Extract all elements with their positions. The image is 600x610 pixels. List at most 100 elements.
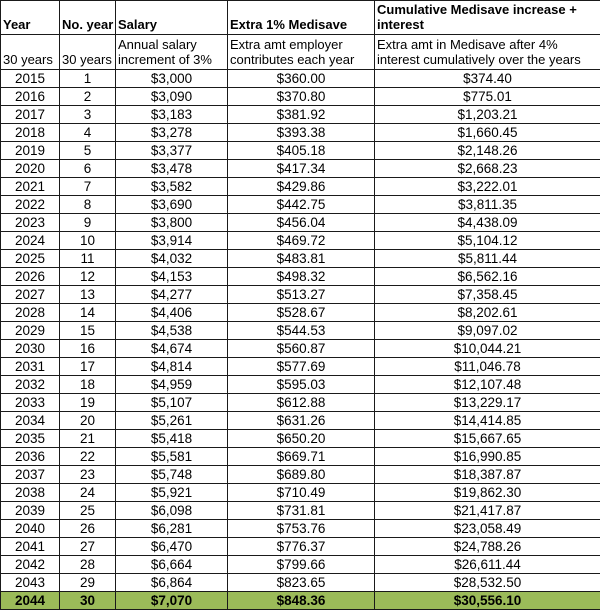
- cell-extra-medisave[interactable]: $560.87: [228, 340, 375, 358]
- cell-no-year[interactable]: 15: [60, 322, 116, 340]
- cell-cumulative-medisave[interactable]: $23,058.49: [375, 520, 600, 538]
- cell-year[interactable]: 2028: [1, 304, 60, 322]
- cell-cumulative-medisave[interactable]: $21,417.87: [375, 502, 600, 520]
- cell-no-year[interactable]: 25: [60, 502, 116, 520]
- cell-year[interactable]: 2036: [1, 448, 60, 466]
- cell-no-year[interactable]: 29: [60, 574, 116, 592]
- cell-no-year[interactable]: 28: [60, 556, 116, 574]
- cell-year[interactable]: 2022: [1, 196, 60, 214]
- cell-salary[interactable]: $6,664: [116, 556, 228, 574]
- cell-year[interactable]: 2035: [1, 430, 60, 448]
- subheader-cumulative-medisave[interactable]: Extra amt in Medisave after 4% interest …: [375, 35, 600, 70]
- cell-extra-medisave[interactable]: $417.34: [228, 160, 375, 178]
- cell-extra-medisave[interactable]: $469.72: [228, 232, 375, 250]
- cell-no-year[interactable]: 17: [60, 358, 116, 376]
- cell-no-year[interactable]: 1: [60, 70, 116, 88]
- cell-cumulative-medisave[interactable]: $19,862.30: [375, 484, 600, 502]
- cell-no-year[interactable]: 18: [60, 376, 116, 394]
- cell-cumulative-medisave[interactable]: $2,668.23: [375, 160, 600, 178]
- cell-year[interactable]: 2015: [1, 70, 60, 88]
- column-header-year[interactable]: Year: [1, 1, 60, 35]
- cell-extra-medisave[interactable]: $631.26: [228, 412, 375, 430]
- cell-salary[interactable]: $5,581: [116, 448, 228, 466]
- subheader-no-year[interactable]: 30 years: [60, 35, 116, 70]
- cell-cumulative-medisave[interactable]: $18,387.87: [375, 466, 600, 484]
- cell-cumulative-medisave[interactable]: $9,097.02: [375, 322, 600, 340]
- cell-salary[interactable]: $3,090: [116, 88, 228, 106]
- cell-no-year[interactable]: 24: [60, 484, 116, 502]
- column-header-salary[interactable]: Salary: [116, 1, 228, 35]
- cell-cumulative-medisave[interactable]: $16,990.85: [375, 448, 600, 466]
- cell-extra-medisave[interactable]: $650.20: [228, 430, 375, 448]
- cell-no-year[interactable]: 13: [60, 286, 116, 304]
- cell-salary[interactable]: $4,674: [116, 340, 228, 358]
- cell-year[interactable]: 2039: [1, 502, 60, 520]
- cell-no-year[interactable]: 12: [60, 268, 116, 286]
- cell-year[interactable]: 2042: [1, 556, 60, 574]
- cell-year[interactable]: 2019: [1, 142, 60, 160]
- cell-cumulative-medisave[interactable]: $13,229.17: [375, 394, 600, 412]
- cell-extra-medisave[interactable]: $393.38: [228, 124, 375, 142]
- cell-no-year[interactable]: 14: [60, 304, 116, 322]
- cell-salary[interactable]: $6,864: [116, 574, 228, 592]
- cell-extra-medisave[interactable]: $370.80: [228, 88, 375, 106]
- cell-no-year[interactable]: 3: [60, 106, 116, 124]
- cell-extra-medisave[interactable]: $776.37: [228, 538, 375, 556]
- cell-cumulative-medisave[interactable]: $11,046.78: [375, 358, 600, 376]
- cell-salary[interactable]: $4,277: [116, 286, 228, 304]
- cell-year[interactable]: 2026: [1, 268, 60, 286]
- cell-salary[interactable]: $3,000: [116, 70, 228, 88]
- cell-extra-medisave[interactable]: $689.80: [228, 466, 375, 484]
- cell-salary[interactable]: $5,748: [116, 466, 228, 484]
- cell-cumulative-medisave[interactable]: $28,532.50: [375, 574, 600, 592]
- cell-year[interactable]: 2025: [1, 250, 60, 268]
- cell-cumulative-medisave[interactable]: $3,222.01: [375, 178, 600, 196]
- cell-year[interactable]: 2023: [1, 214, 60, 232]
- cell-no-year[interactable]: 5: [60, 142, 116, 160]
- cell-no-year[interactable]: 6: [60, 160, 116, 178]
- cell-year[interactable]: 2024: [1, 232, 60, 250]
- cell-salary[interactable]: $4,538: [116, 322, 228, 340]
- cell-cumulative-medisave[interactable]: $374.40: [375, 70, 600, 88]
- cell-extra-medisave[interactable]: $669.71: [228, 448, 375, 466]
- cell-salary[interactable]: $3,183: [116, 106, 228, 124]
- cell-extra-medisave[interactable]: $405.18: [228, 142, 375, 160]
- cell-salary[interactable]: $3,478: [116, 160, 228, 178]
- cell-salary[interactable]: $6,098: [116, 502, 228, 520]
- cell-extra-medisave[interactable]: $577.69: [228, 358, 375, 376]
- cell-no-year[interactable]: 30: [60, 592, 116, 610]
- cell-extra-medisave[interactable]: $731.81: [228, 502, 375, 520]
- cell-year[interactable]: 2043: [1, 574, 60, 592]
- cell-no-year[interactable]: 26: [60, 520, 116, 538]
- cell-salary[interactable]: $5,261: [116, 412, 228, 430]
- cell-year[interactable]: 2027: [1, 286, 60, 304]
- cell-year[interactable]: 2030: [1, 340, 60, 358]
- cell-cumulative-medisave[interactable]: $4,438.09: [375, 214, 600, 232]
- cell-cumulative-medisave[interactable]: $3,811.35: [375, 196, 600, 214]
- cell-salary[interactable]: $4,959: [116, 376, 228, 394]
- cell-salary[interactable]: $6,470: [116, 538, 228, 556]
- cell-extra-medisave[interactable]: $544.53: [228, 322, 375, 340]
- cell-no-year[interactable]: 22: [60, 448, 116, 466]
- cell-year[interactable]: 2033: [1, 394, 60, 412]
- cell-no-year[interactable]: 10: [60, 232, 116, 250]
- cell-year[interactable]: 2038: [1, 484, 60, 502]
- cell-year[interactable]: 2034: [1, 412, 60, 430]
- cell-no-year[interactable]: 4: [60, 124, 116, 142]
- cell-cumulative-medisave[interactable]: $15,667.65: [375, 430, 600, 448]
- cell-extra-medisave[interactable]: $498.32: [228, 268, 375, 286]
- cell-extra-medisave[interactable]: $848.36: [228, 592, 375, 610]
- cell-extra-medisave[interactable]: $823.65: [228, 574, 375, 592]
- cell-cumulative-medisave[interactable]: $775.01: [375, 88, 600, 106]
- subheader-year[interactable]: 30 years: [1, 35, 60, 70]
- cell-cumulative-medisave[interactable]: $8,202.61: [375, 304, 600, 322]
- cell-salary[interactable]: $4,406: [116, 304, 228, 322]
- cell-salary[interactable]: $5,418: [116, 430, 228, 448]
- cell-extra-medisave[interactable]: $381.92: [228, 106, 375, 124]
- cell-cumulative-medisave[interactable]: $30,556.10: [375, 592, 600, 610]
- cell-salary[interactable]: $3,377: [116, 142, 228, 160]
- cell-no-year[interactable]: 20: [60, 412, 116, 430]
- cell-year[interactable]: 2020: [1, 160, 60, 178]
- cell-cumulative-medisave[interactable]: $1,203.21: [375, 106, 600, 124]
- cell-cumulative-medisave[interactable]: $2,148.26: [375, 142, 600, 160]
